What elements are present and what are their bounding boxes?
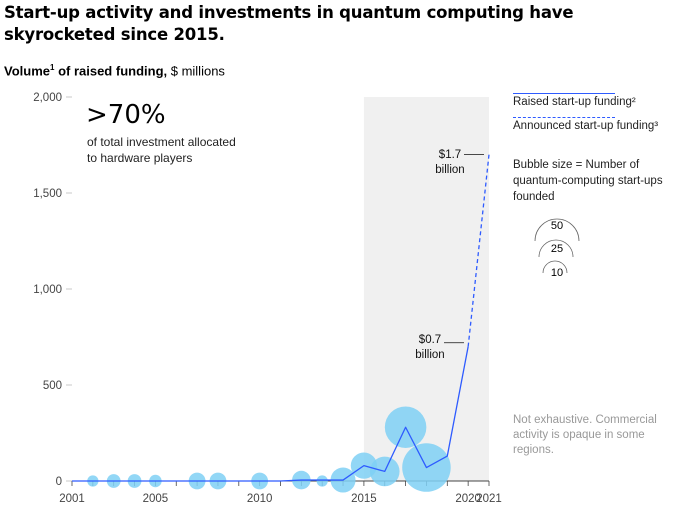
bubble-legend-arc-25	[538, 239, 574, 258]
chart-title: Start-up activity and investments in qua…	[4, 3, 574, 44]
x-tick-label: 2020	[455, 493, 481, 505]
shaded-region	[363, 97, 489, 481]
annotation-2021: $1.7 billion	[428, 148, 472, 178]
annotation-2020-unit: billion	[415, 349, 445, 361]
legend-label-announced: Announced start-up funding³	[513, 120, 659, 132]
annotation-2021-value: $1.7	[438, 149, 462, 161]
annotation-2021-unit: billion	[435, 164, 465, 176]
y-tick-label: 1,500	[33, 188, 62, 200]
y-tick-label: 1,000	[33, 284, 62, 296]
x-tick-label: 2010	[247, 493, 273, 505]
subtitle-bold-2: of raised funding,	[54, 63, 168, 79]
bubble-size-key: Bubble size = Number of quantum-computin…	[513, 159, 663, 203]
x-tick-label: 2021	[476, 493, 502, 505]
legend-swatch-raised	[513, 93, 615, 94]
bubble-legend-label-10: 10	[551, 267, 563, 279]
bubble-legend-arc-10	[542, 260, 568, 274]
series-line-raised	[72, 346, 469, 482]
annotation-2020: $0.7 billion	[408, 333, 452, 363]
legend-swatch-announced	[513, 117, 615, 118]
bubble-size-legend: 50 25 10	[534, 218, 580, 279]
subtitle-unit: $ millions	[167, 63, 225, 79]
subtitle-bold: Volume	[4, 63, 50, 79]
bubble	[316, 475, 328, 487]
bubble-legend-arc-50	[534, 218, 580, 242]
legend-label-raised: Raised start-up funding²	[513, 96, 636, 108]
y-tick-label: 2,000	[33, 92, 62, 104]
y-tick-label: 0	[56, 476, 62, 488]
callout-text: of total investment allocated to hardwar…	[87, 135, 236, 165]
bubble-legend-label-25: 25	[551, 243, 563, 255]
x-tick-label: 2015	[351, 493, 377, 505]
footnote: Not exhaustive. Commercial activity is o…	[513, 414, 657, 456]
x-tick-label: 2005	[143, 493, 169, 505]
bubble-legend-label-50: 50	[551, 220, 563, 232]
x-tick-label: 2001	[59, 493, 85, 505]
annotation-2020-value: $0.7	[418, 334, 442, 346]
y-tick-label: 500	[43, 380, 62, 392]
chart-subtitle: Volume1 of raised funding, $ millions	[4, 63, 225, 78]
callout-percentage: >70%	[86, 100, 166, 130]
subtitle-sup: 1	[50, 63, 55, 72]
